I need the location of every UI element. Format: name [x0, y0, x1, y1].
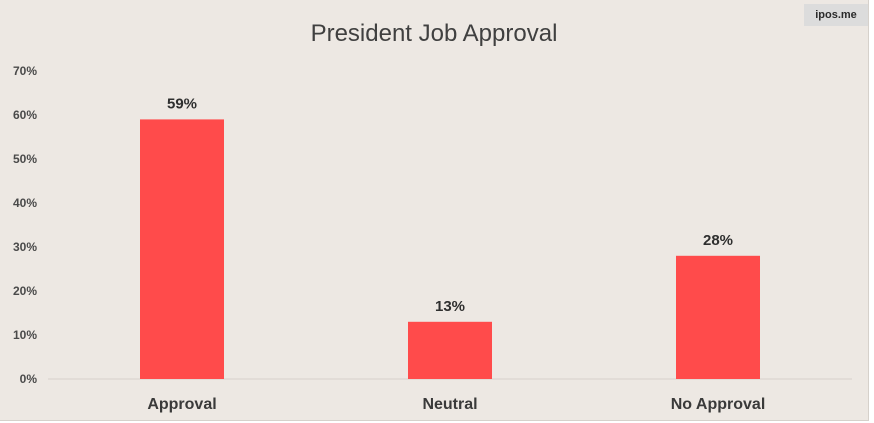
- chart-title: President Job Approval: [311, 20, 558, 47]
- watermark-label: ipos.me: [804, 4, 868, 26]
- x-category-label: Approval: [147, 396, 216, 413]
- y-tick-label: 30%: [13, 240, 37, 254]
- y-tick-label: 20%: [13, 284, 37, 298]
- bars-group: 59% 13% 28%: [140, 95, 760, 380]
- y-tick-label: 10%: [13, 328, 37, 342]
- y-tick-label: 50%: [13, 152, 37, 166]
- bar: [140, 119, 224, 380]
- bar-value-label: 59%: [167, 95, 197, 112]
- x-axis: Approval Neutral No Approval: [147, 396, 765, 413]
- y-tick-label: 0%: [20, 372, 38, 386]
- bar: [408, 321, 492, 379]
- y-tick-label: 40%: [13, 196, 37, 210]
- y-tick-label: 70%: [13, 64, 37, 78]
- bar-value-label: 13%: [435, 298, 465, 315]
- x-category-label: Neutral: [422, 396, 477, 413]
- y-tick-label: 60%: [13, 108, 37, 122]
- y-axis: 0% 10% 20% 30% 40% 50% 60% 70%: [13, 64, 37, 386]
- bar-value-label: 28%: [703, 232, 733, 249]
- bar: [676, 255, 760, 379]
- x-category-label: No Approval: [671, 396, 766, 413]
